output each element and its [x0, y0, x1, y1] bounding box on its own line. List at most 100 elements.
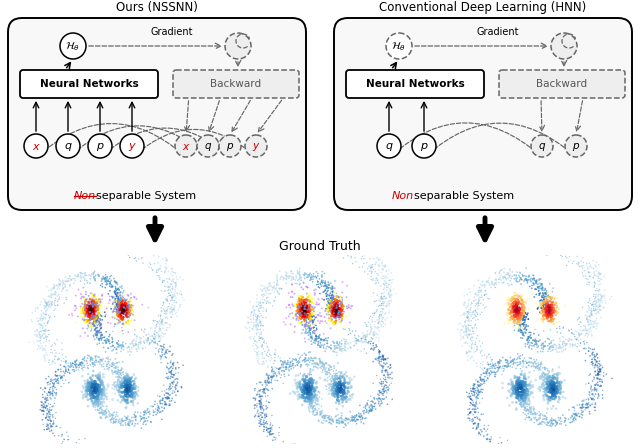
Point [330, 373, 340, 380]
Point [314, 418, 324, 425]
Point [340, 343, 351, 350]
Point [320, 286, 330, 293]
Point [118, 289, 128, 296]
Point [84, 379, 95, 386]
Point [93, 391, 103, 398]
Point [43, 302, 53, 309]
Point [116, 366, 126, 374]
Point [381, 273, 391, 280]
Point [175, 274, 185, 281]
Point [333, 393, 343, 401]
Point [595, 303, 605, 310]
Point [308, 305, 319, 312]
Point [256, 302, 266, 310]
Point [122, 314, 132, 321]
Point [322, 368, 332, 375]
Point [126, 418, 136, 425]
Point [373, 346, 383, 353]
Point [164, 276, 174, 283]
Point [528, 280, 538, 287]
Point [171, 370, 181, 377]
Point [498, 275, 508, 282]
Point [484, 351, 494, 358]
Point [377, 265, 387, 272]
Point [516, 276, 527, 283]
Point [115, 381, 125, 388]
Point [376, 378, 387, 385]
Point [91, 325, 101, 332]
Point [508, 387, 518, 394]
Point [574, 348, 584, 355]
Point [124, 388, 134, 395]
Point [513, 384, 524, 392]
Point [84, 323, 94, 330]
Point [467, 337, 477, 345]
Point [83, 386, 93, 393]
Point [60, 283, 70, 290]
Point [466, 396, 476, 403]
Point [304, 401, 314, 408]
Point [545, 374, 556, 381]
Point [337, 307, 347, 314]
Point [88, 306, 98, 313]
Point [111, 387, 122, 394]
Point [294, 383, 305, 391]
Point [289, 445, 299, 448]
Point [45, 293, 56, 301]
Point [305, 384, 315, 392]
Point [310, 386, 321, 393]
Point [305, 376, 316, 383]
Point [514, 278, 524, 285]
Point [270, 436, 280, 444]
Point [584, 316, 595, 323]
Point [307, 385, 317, 392]
Point [45, 417, 55, 424]
Point [93, 401, 103, 408]
Point [270, 285, 280, 293]
Point [285, 272, 296, 280]
Point [569, 417, 579, 424]
Point [109, 369, 120, 376]
Point [512, 306, 522, 313]
Point [564, 406, 574, 414]
Point [296, 274, 307, 281]
Point [250, 402, 260, 409]
Point [581, 330, 591, 337]
Point [541, 302, 551, 309]
Point [335, 380, 346, 388]
Point [531, 279, 541, 286]
Point [290, 311, 300, 319]
Point [257, 403, 267, 410]
Point [127, 316, 138, 323]
Point [336, 302, 346, 310]
Point [335, 378, 346, 385]
Point [541, 309, 552, 316]
Point [312, 311, 323, 319]
Point [310, 361, 321, 368]
Point [70, 277, 80, 284]
Point [593, 281, 604, 288]
Point [546, 380, 556, 387]
Point [53, 296, 63, 303]
Point [578, 408, 588, 415]
Point [538, 386, 548, 393]
Point [119, 388, 129, 396]
Point [303, 321, 314, 328]
Point [299, 386, 309, 393]
Point [505, 310, 515, 317]
Point [165, 364, 175, 371]
Point [543, 342, 553, 349]
Point [295, 301, 305, 308]
Point [324, 369, 334, 376]
Point [543, 308, 554, 315]
Point [114, 313, 124, 320]
Point [468, 380, 479, 388]
Point [569, 331, 579, 338]
Point [95, 375, 105, 382]
Point [88, 397, 98, 404]
Point [481, 370, 492, 377]
Point [333, 378, 343, 385]
Point [108, 346, 118, 353]
Point [368, 330, 378, 337]
Point [351, 335, 361, 342]
